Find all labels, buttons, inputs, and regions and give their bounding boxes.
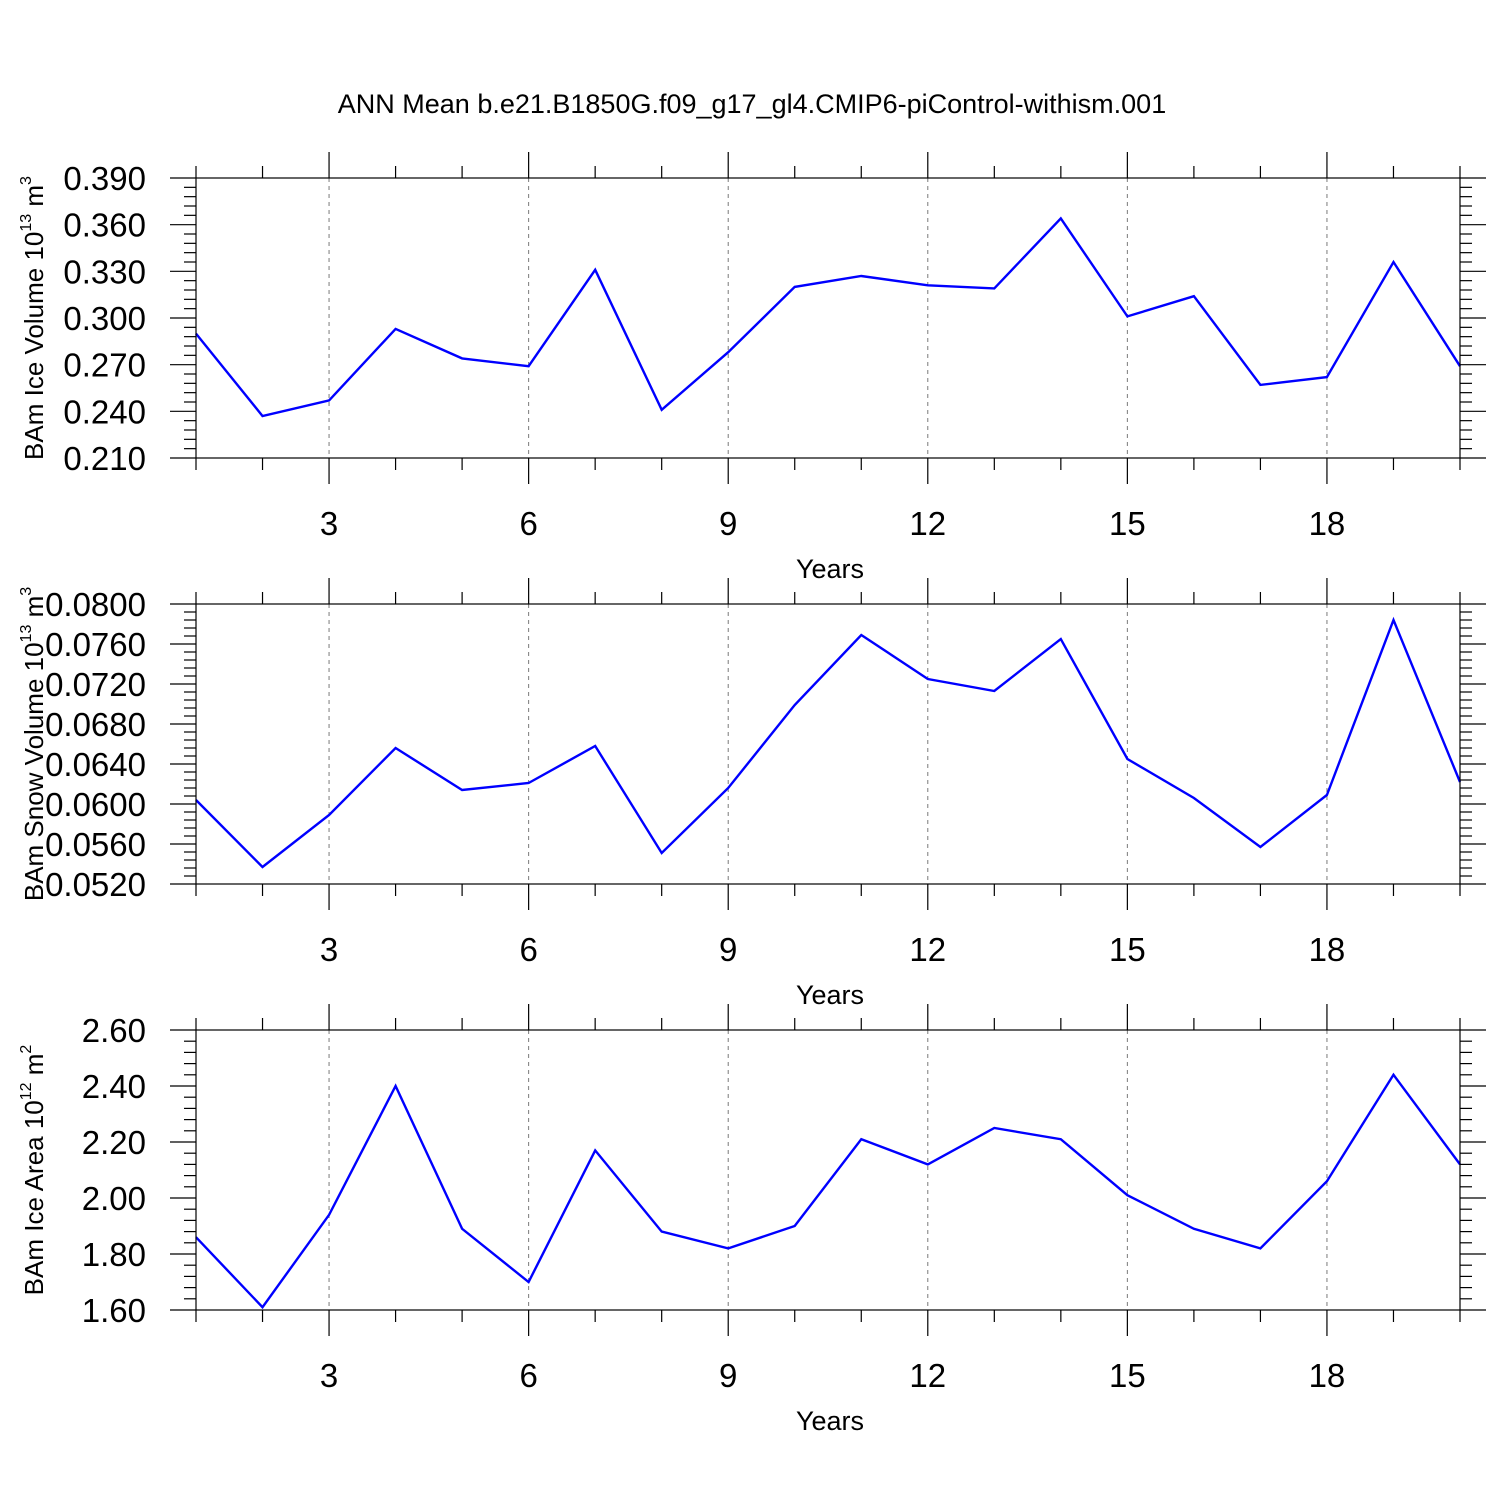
x-tick-label: 15 [1109,505,1146,542]
y-tick-label: 0.210 [63,440,146,477]
y-axis-label-part: BAm Ice Area 10 [19,1100,49,1295]
y-axis-label-superscript: 13 [18,625,35,643]
x-tick-label: 6 [519,1357,537,1394]
plot-frame [195,177,1461,459]
y-axis-label-superscript: 3 [18,176,35,185]
y-axis-label: BAm Snow Volume 1013 m3 [18,587,49,901]
x-tick-label: 6 [519,505,537,542]
panel-1: 0.210 0.240 0.270 0.300 0.330 0.360 0.390 3 6 9 12… [18,152,1486,584]
y-tick-label: 1.60 [82,1292,146,1329]
series-line [195,1072,1461,1310]
y-tick-label: 1.80 [82,1236,146,1273]
y-tick-label: 2.20 [82,1124,146,1161]
y-axis-label-superscript: 2 [18,1045,35,1054]
y-tick-label: 0.0600 [45,786,146,823]
x-tick-label: 9 [719,931,737,968]
y-tick-label: 0.390 [63,160,146,197]
x-tick-label: 3 [320,931,338,968]
x-tick-label: 3 [320,1357,338,1394]
x-tick-label: 12 [909,505,946,542]
x-axis-label: Years [796,980,864,1010]
y-tick-label: 0.300 [63,300,146,337]
x-axis-label: Years [796,1406,864,1436]
plot-frame [195,1029,1461,1311]
x-tick-label: 18 [1309,505,1346,542]
y-tick-label: 0.0640 [45,746,146,783]
y-tick-label: 0.0560 [45,826,146,863]
panel-2: 0.05200.05600.06000.06400.06800.07200.07… [18,578,1486,1010]
plot-frame [195,603,1461,885]
y-axis-label-part: m [19,596,49,625]
panel-3: 1.60 1.80 2.00 2.20 2.40 2.60 3 6 9 12 15 18 Years BA… [18,1004,1486,1436]
y-axis-label-part: m [19,1054,49,1083]
x-tick-label: 12 [909,1357,946,1394]
y-tick-label: 0.0760 [45,626,146,663]
y-axis-label-superscript: 3 [18,587,35,596]
x-tick-label: 12 [909,931,946,968]
x-tick-label: 18 [1309,1357,1346,1394]
x-tick-label: 15 [1109,1357,1146,1394]
y-axis-label-superscript: 12 [18,1082,35,1100]
x-tick-label: 6 [519,931,537,968]
y-tick-label: 2.60 [82,1012,146,1049]
y-axis-label-part: m [19,185,49,214]
y-axis-label: BAm Ice Area 1012 m2 [18,1045,49,1296]
series-line [195,616,1462,869]
x-tick-label: 9 [719,1357,737,1394]
y-tick-label: 0.240 [63,393,146,430]
y-axis-label-part: BAm Ice Volume 10 [19,232,49,460]
x-axis-label: Years [796,554,864,584]
figure-title: ANN Mean b.e21.B1850G.f09_g17_gl4.CMIP6-… [338,89,1166,119]
y-tick-label: 0.360 [63,207,146,244]
y-axis-label-superscript: 13 [18,214,35,232]
series-line [195,216,1462,418]
y-tick-label: 2.40 [82,1068,146,1105]
y-tick-label: 0.0680 [45,706,146,743]
y-tick-label: 0.0520 [45,866,146,903]
y-tick-label: 0.0720 [45,666,146,703]
y-axis-label-part: BAm Snow Volume 10 [19,642,49,901]
x-tick-label: 9 [719,505,737,542]
y-tick-label: 2.00 [82,1180,146,1217]
x-tick-label: 18 [1309,931,1346,968]
y-axis-label: BAm Ice Volume 1013 m3 [18,176,49,460]
x-tick-label: 3 [320,505,338,542]
x-tick-label: 15 [1109,931,1146,968]
y-tick-label: 0.330 [63,253,146,290]
y-tick-label: 0.270 [63,347,146,384]
y-tick-label: 0.0800 [45,586,146,623]
